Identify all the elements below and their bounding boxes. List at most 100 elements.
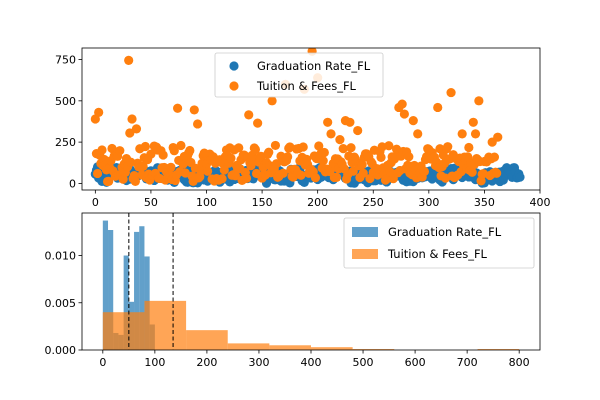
tuition-fees-point: [335, 135, 345, 145]
x-tick-label: 100: [196, 196, 217, 209]
tuition-fees-point: [138, 161, 148, 171]
graduation-rate-bar: [134, 231, 140, 350]
tuition-fees-point: [384, 141, 394, 151]
tuition-fees-point: [296, 170, 306, 180]
x-tick-label: 250: [363, 196, 384, 209]
tuition-fees-point: [140, 141, 150, 152]
legend-label: Tuition & Fees_FL: [256, 79, 357, 93]
graduation-rate-bar: [139, 226, 145, 350]
tuition-fees-point: [331, 172, 342, 182]
x-tick-label: 350: [474, 196, 495, 209]
tuition-fees-point: [468, 117, 478, 127]
graduation-rate-point: [515, 172, 525, 182]
scatter-axes-frame: [81, 47, 541, 191]
histogram-panel: 0 100 200 300 400 500 600 700 800 0.000 0.005 0.010…: [45, 212, 541, 369]
x-tick-label: 600: [405, 356, 426, 369]
tuition-fees-point: [474, 96, 484, 106]
legend-box: [343, 217, 535, 269]
tuition-fees-bar: [144, 300, 187, 350]
tuition-fees-point: [357, 160, 367, 170]
legend-swatch: [352, 249, 378, 259]
tuition-fees-point: [124, 55, 134, 65]
tuition-fees-point: [253, 118, 263, 128]
graduation-rate-bar: [102, 220, 109, 350]
tuition-fees-point: [169, 146, 179, 156]
legend-label: Graduation Rate_FL: [257, 59, 371, 73]
y-tick-label: 0.010: [45, 250, 77, 263]
x-tick-label: 400: [301, 356, 322, 369]
tuition-fees-point: [185, 145, 195, 156]
tuition-fees-point: [127, 114, 137, 124]
tuition-fees-point: [166, 162, 176, 172]
y-tick-label: 0.005: [45, 297, 77, 310]
histogram-bars: [102, 220, 520, 350]
tuition-fees-point: [97, 145, 107, 155]
tuition-fees-point: [314, 141, 324, 151]
histogram-reference-lines: [128, 213, 174, 350]
tuition-fees-point: [346, 143, 356, 153]
tuition-fees-point: [492, 168, 502, 178]
x-tick-label: 400: [530, 196, 551, 209]
tuition-fees-point: [399, 109, 409, 119]
graduation-rate-bar: [123, 255, 129, 350]
tuition-fees-point: [226, 153, 236, 163]
tuition-fees-point: [131, 124, 142, 134]
tuition-fees-point: [104, 176, 114, 186]
tuition-fees-point: [353, 125, 363, 136]
y-tick-label: 250: [55, 136, 76, 149]
tuition-fees-bar: [186, 330, 228, 350]
tuition-fees-point: [408, 116, 418, 126]
legend-label: Tuition & Fees_FL: [387, 247, 488, 261]
tuition-fees-point: [413, 129, 423, 139]
legend-swatch: [352, 227, 378, 237]
tuition-fees-point: [338, 144, 348, 154]
tuition-fees-point: [467, 167, 477, 177]
tuition-fees-point: [457, 129, 467, 139]
x-tick-label: 0: [99, 356, 106, 369]
tuition-fees-point: [217, 174, 227, 184]
tuition-fees-point: [381, 174, 392, 184]
legend-box: [214, 52, 384, 98]
tuition-fees-point: [433, 102, 443, 113]
tuition-fees-point: [92, 168, 103, 179]
tuition-fees-point: [397, 99, 407, 109]
graduation-rate-bar: [108, 230, 114, 350]
legend-marker: [229, 81, 239, 91]
tuition-fees-point: [267, 96, 277, 106]
histogram-legend: Graduation Rate_FL Tuition & Fees_FL: [343, 217, 535, 269]
x-tick-label: 300: [418, 196, 439, 209]
tuition-fees-point: [489, 152, 500, 162]
tuition-fees-point: [326, 129, 336, 139]
x-tick-label: 300: [248, 356, 269, 369]
tuition-fees-point: [278, 168, 288, 178]
tuition-fees-point: [323, 117, 333, 127]
tuition-fees-point: [319, 147, 329, 158]
legend-label: Graduation Rate_FL: [388, 225, 502, 239]
tuition-fees-point: [376, 152, 386, 162]
tuition-fees-point: [270, 140, 281, 151]
tuition-fees-point: [130, 176, 140, 186]
tuition-fees-bar: [269, 345, 311, 350]
tuition-fees-point: [470, 129, 481, 139]
tuition-fees-point: [203, 166, 213, 176]
histogram-ticks: 0 100 200 300 400 500 600 700 800 0.000 0.005 0.010: [45, 250, 530, 369]
tuition-fees-point: [241, 173, 252, 183]
tuition-fees-point: [419, 166, 429, 177]
tuition-fees-point: [94, 107, 104, 117]
x-tick-label: 0: [92, 196, 99, 209]
x-tick-label: 200: [196, 356, 217, 369]
tuition-fees-point: [404, 152, 414, 162]
tuition-fees-point: [244, 110, 254, 120]
tuition-fees-point: [464, 142, 474, 153]
y-tick-label: 0.000: [45, 344, 77, 357]
y-tick-label: 750: [55, 54, 76, 67]
tuition-fees-point: [234, 143, 244, 153]
tuition-fees-point: [176, 140, 186, 151]
tuition-fees-point: [271, 159, 282, 169]
tuition-fees-point: [298, 142, 308, 152]
tuition-fees-point: [115, 146, 125, 156]
tuition-fees-bar: [352, 349, 395, 350]
y-tick-label: 500: [55, 95, 76, 108]
tuition-fees-bar: [227, 343, 270, 350]
